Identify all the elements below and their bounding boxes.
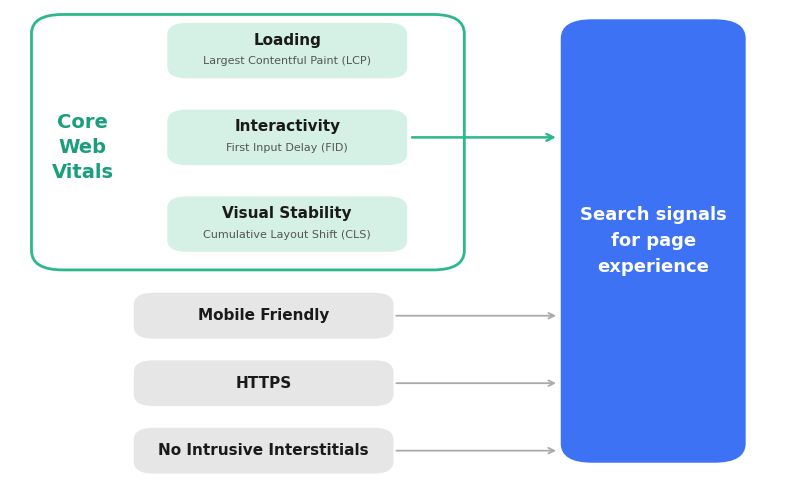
Text: Visual Stability: Visual Stability xyxy=(223,206,352,221)
FancyBboxPatch shape xyxy=(167,23,408,78)
Text: Interactivity: Interactivity xyxy=(235,119,340,134)
Text: HTTPS: HTTPS xyxy=(235,375,292,391)
FancyBboxPatch shape xyxy=(167,110,408,165)
Text: Loading: Loading xyxy=(253,32,321,48)
FancyBboxPatch shape xyxy=(31,14,464,270)
Text: First Input Delay (FID): First Input Delay (FID) xyxy=(227,143,348,153)
FancyBboxPatch shape xyxy=(167,197,408,252)
FancyBboxPatch shape xyxy=(134,293,394,338)
Text: Search signals
for page
experience: Search signals for page experience xyxy=(580,206,726,276)
Text: Core
Web
Vitals: Core Web Vitals xyxy=(52,112,113,182)
Text: No Intrusive Interstitials: No Intrusive Interstitials xyxy=(158,443,369,458)
FancyBboxPatch shape xyxy=(134,361,394,406)
Text: Largest Contentful Paint (LCP): Largest Contentful Paint (LCP) xyxy=(203,56,371,66)
FancyBboxPatch shape xyxy=(560,19,745,463)
FancyBboxPatch shape xyxy=(134,428,394,473)
Text: Mobile Friendly: Mobile Friendly xyxy=(198,308,329,323)
Text: Cumulative Layout Shift (CLS): Cumulative Layout Shift (CLS) xyxy=(203,230,371,240)
